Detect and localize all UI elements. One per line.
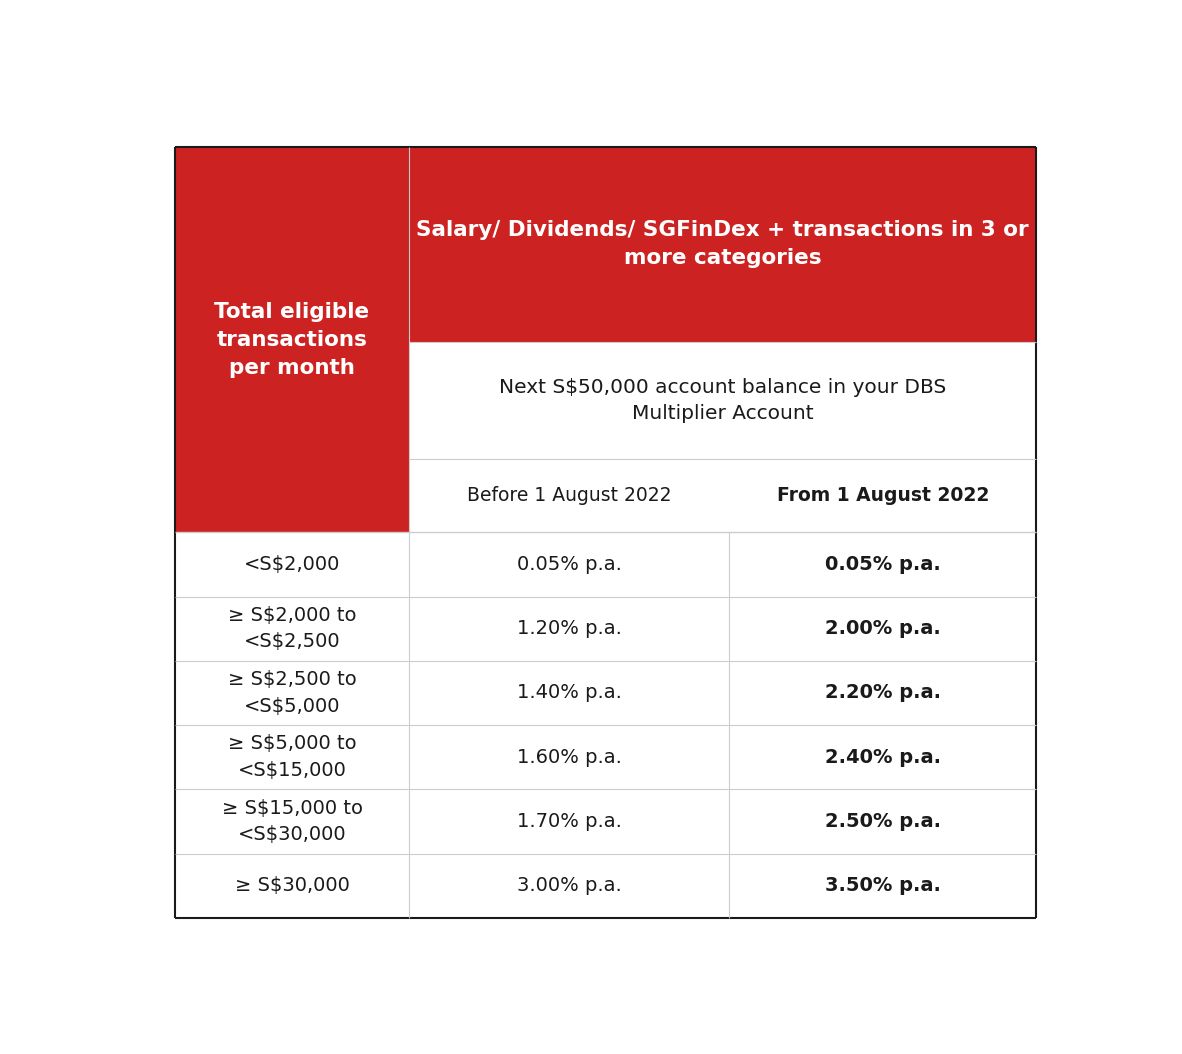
Bar xyxy=(175,725,1037,789)
Text: ≥ S$2,500 to
<S$5,000: ≥ S$2,500 to <S$5,000 xyxy=(228,670,357,716)
Bar xyxy=(175,532,1037,597)
Bar xyxy=(175,854,1037,918)
Text: <S$2,000: <S$2,000 xyxy=(243,554,340,573)
Text: 2.00% p.a.: 2.00% p.a. xyxy=(825,619,941,638)
Text: 2.40% p.a.: 2.40% p.a. xyxy=(825,747,941,766)
Bar xyxy=(409,147,1037,341)
Text: 0.05% p.a.: 0.05% p.a. xyxy=(517,554,622,573)
Text: Before 1 August 2022: Before 1 August 2022 xyxy=(467,486,671,505)
Bar xyxy=(175,147,409,532)
Bar xyxy=(409,341,1037,460)
Bar xyxy=(175,597,1037,661)
Text: ≥ S$15,000 to
<S$30,000: ≥ S$15,000 to <S$30,000 xyxy=(221,799,363,844)
Text: From 1 August 2022: From 1 August 2022 xyxy=(777,486,989,505)
Text: 1.20% p.a.: 1.20% p.a. xyxy=(517,619,622,638)
Text: 1.60% p.a.: 1.60% p.a. xyxy=(517,747,622,766)
Text: Salary/ Dividends/ SGFinDex + transactions in 3 or
more categories: Salary/ Dividends/ SGFinDex + transactio… xyxy=(416,220,1028,268)
Text: Total eligible
transactions
per month: Total eligible transactions per month xyxy=(214,301,370,377)
Text: 0.05% p.a.: 0.05% p.a. xyxy=(825,554,941,573)
Text: 1.70% p.a.: 1.70% p.a. xyxy=(517,812,622,831)
Bar xyxy=(409,460,1037,532)
Text: 2.20% p.a.: 2.20% p.a. xyxy=(825,683,941,702)
Text: 3.50% p.a.: 3.50% p.a. xyxy=(825,876,941,895)
Bar xyxy=(175,789,1037,854)
Text: 3.00% p.a.: 3.00% p.a. xyxy=(517,876,622,895)
Bar xyxy=(175,661,1037,725)
Text: ≥ S$2,000 to
<S$2,500: ≥ S$2,000 to <S$2,500 xyxy=(228,606,356,651)
Text: ≥ S$30,000: ≥ S$30,000 xyxy=(234,876,350,895)
Text: 2.50% p.a.: 2.50% p.a. xyxy=(825,812,941,831)
Text: 1.40% p.a.: 1.40% p.a. xyxy=(517,683,622,702)
Text: Next S$50,000 account balance in your DBS
Multiplier Account: Next S$50,000 account balance in your DB… xyxy=(499,377,947,423)
Text: ≥ S$5,000 to
<S$15,000: ≥ S$5,000 to <S$15,000 xyxy=(228,735,356,780)
